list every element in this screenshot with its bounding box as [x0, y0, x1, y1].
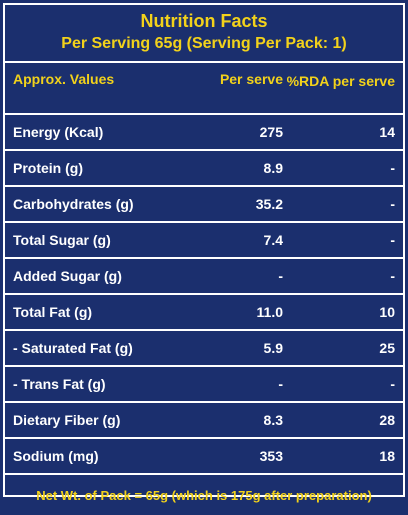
row-rda: 18: [379, 448, 395, 464]
net-weight-note: Net Wt. of Pack = 65g (which is 175g aft…: [36, 487, 372, 503]
table-row-trans-fat: - Trans Fat (g) - -: [5, 367, 403, 403]
table-row-added-sugar: Added Sugar (g) - -: [5, 259, 403, 295]
row-name: Total Sugar (g): [13, 232, 111, 248]
row-per-serve: 275: [259, 124, 283, 140]
table-row-sodium: Sodium (mg) 353 18: [5, 439, 403, 475]
row-rda: -: [390, 160, 395, 176]
column-header-per-serve: Per serve: [219, 71, 283, 87]
row-per-serve: 8.3: [263, 412, 283, 428]
row-rda: 10: [379, 304, 395, 320]
row-rda: -: [390, 376, 395, 392]
table-row-total-sugar: Total Sugar (g) 7.4 -: [5, 223, 403, 259]
nutrition-facts-panel: Nutrition Facts Per Serving 65g (Serving…: [3, 3, 405, 503]
row-rda: -: [390, 232, 395, 248]
row-rda: -: [390, 196, 395, 212]
row-rda: 28: [379, 412, 395, 428]
row-rda: 25: [379, 340, 395, 356]
row-per-serve: 7.4: [263, 232, 283, 248]
row-per-serve: 353: [259, 448, 283, 464]
row-name: Total Fat (g): [13, 304, 93, 320]
serving-info: Per Serving 65g (Serving Per Pack: 1): [61, 35, 347, 52]
table-column-headers: Approx. Values Per serve %RDA per serve: [5, 63, 403, 115]
row-per-serve: 11.0: [256, 304, 283, 320]
row-per-serve: 5.9: [263, 340, 283, 356]
row-name: - Saturated Fat (g): [13, 340, 133, 356]
row-name: Dietary Fiber (g): [13, 412, 121, 428]
nutrition-header: Nutrition Facts Per Serving 65g (Serving…: [5, 5, 403, 63]
row-per-serve: 35.2: [255, 196, 283, 212]
table-row-total-fat: Total Fat (g) 11.0 10: [5, 295, 403, 331]
row-name: Carbohydrates (g): [13, 196, 134, 212]
table-row-saturated-fat: - Saturated Fat (g) 5.9 25: [5, 331, 403, 367]
row-name: Added Sugar (g): [13, 268, 122, 284]
row-name: Protein (g): [13, 160, 83, 176]
table-row-carbohydrates: Carbohydrates (g) 35.2 -: [5, 187, 403, 223]
row-name: Energy (Kcal): [13, 124, 104, 140]
row-name: Sodium (mg): [13, 448, 99, 464]
nutrition-title: Nutrition Facts: [140, 11, 268, 31]
table-row-energy: Energy (Kcal) 275 14: [5, 115, 403, 151]
row-rda: -: [390, 268, 395, 284]
table-row-dietary-fiber: Dietary Fiber (g) 8.3 28: [5, 403, 403, 439]
row-rda: 14: [379, 124, 395, 140]
row-per-serve: -: [278, 268, 283, 284]
row-name: - Trans Fat (g): [13, 376, 106, 392]
column-header-rda: %RDA per serve: [286, 73, 395, 89]
column-header-name: Approx. Values: [13, 71, 115, 87]
row-per-serve: 8.9: [263, 160, 283, 176]
table-row-protein: Protein (g) 8.9 -: [5, 151, 403, 187]
row-per-serve: -: [278, 376, 283, 392]
